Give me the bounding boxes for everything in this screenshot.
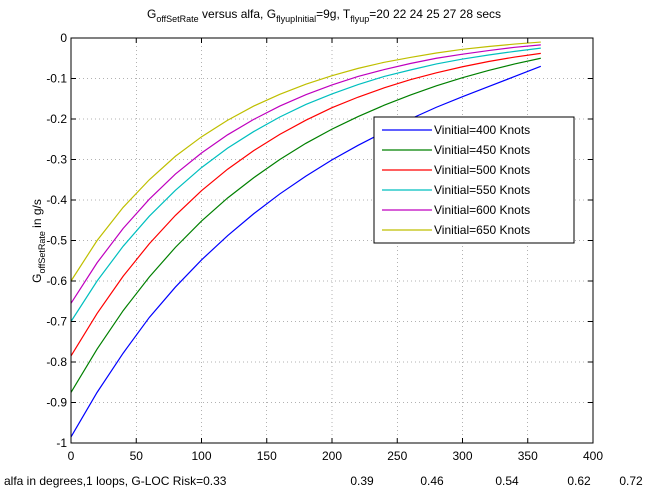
risk-value: 0.72 bbox=[619, 474, 643, 488]
y-tick-label: -0.9 bbox=[46, 396, 67, 410]
legend-label: Vinitial=500 Knots bbox=[434, 163, 530, 177]
legend-label: Vinitial=650 Knots bbox=[434, 223, 530, 237]
x-tick-label: 250 bbox=[387, 449, 407, 463]
legend-label: Vinitial=450 Knots bbox=[434, 143, 530, 157]
y-tick-label: -0.7 bbox=[46, 315, 67, 329]
series-line-2 bbox=[70, 52, 541, 357]
series-line-4 bbox=[70, 44, 541, 304]
legend-label: Vinitial=400 Knots bbox=[434, 123, 530, 137]
y-axis-label: GoffSetRate in g/s bbox=[30, 199, 47, 283]
x-tick-label: 150 bbox=[257, 449, 277, 463]
series-line-5 bbox=[70, 41, 541, 282]
y-tick-label: -0.3 bbox=[46, 153, 67, 167]
y-tick-label: -0.6 bbox=[46, 274, 67, 288]
x-tick-label: 350 bbox=[518, 449, 538, 463]
y-tick-label: 0 bbox=[60, 31, 67, 45]
risk-value: 0.62 bbox=[567, 474, 591, 488]
y-tick-label: -0.8 bbox=[46, 355, 67, 369]
risk-value: 0.46 bbox=[420, 474, 444, 488]
x-tick-label: 0 bbox=[68, 449, 75, 463]
legend-label: Vinitial=550 Knots bbox=[434, 183, 530, 197]
legend-label: Vinitial=600 Knots bbox=[434, 203, 530, 217]
plot-area: 0 50 100 150 200 250 300 350 400 0 -0.1 -0.2 -0.3 -0.… bbox=[46, 31, 603, 463]
x-tick-label: 200 bbox=[322, 449, 342, 463]
risk-value: 0.39 bbox=[350, 474, 374, 488]
x-tick-label: 400 bbox=[583, 449, 603, 463]
legend-box bbox=[373, 116, 575, 244]
series-line-0 bbox=[70, 65, 542, 438]
x-axis-label: alfa in degrees,1 loops, G-LOC Risk=0.33 bbox=[4, 474, 227, 488]
x-tick-label: 50 bbox=[130, 449, 144, 463]
y-tick-label: -0.4 bbox=[46, 193, 67, 207]
risk-values: 0.39 0.46 0.54 0.62 0.72 bbox=[350, 474, 643, 488]
series-line-1 bbox=[70, 57, 541, 393]
y-tick-label: -0.5 bbox=[46, 234, 67, 248]
risk-value: 0.54 bbox=[495, 474, 519, 488]
chart-title: GoffSetRate versus alfa, GflyupInitial=9… bbox=[147, 7, 501, 24]
y-tick-label: -0.2 bbox=[46, 112, 67, 126]
y-tick-label: -0.1 bbox=[46, 72, 67, 86]
x-tick-label: 100 bbox=[191, 449, 211, 463]
series-line-3 bbox=[70, 47, 541, 322]
legend: Vinitial=400 Knots Vinitial=450 Knots Vini… bbox=[373, 116, 575, 244]
x-tick-label: 300 bbox=[452, 449, 472, 463]
y-tick-label: -1 bbox=[56, 436, 67, 450]
